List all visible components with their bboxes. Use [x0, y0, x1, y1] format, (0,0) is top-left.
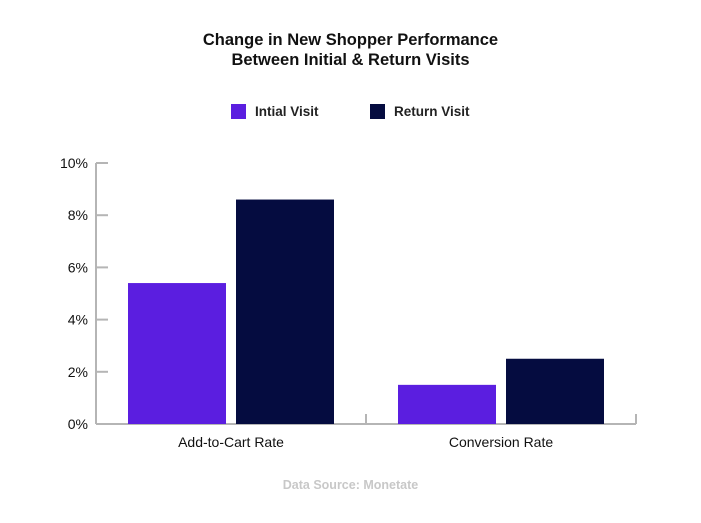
legend-label-initial-visit: Intial Visit [255, 104, 319, 119]
legend-swatch-initial-visit [231, 104, 246, 119]
legend-item-initial-visit: Intial Visit [231, 104, 319, 119]
legend-label-return-visit: Return Visit [394, 104, 470, 119]
bar [236, 199, 334, 424]
y-tick-label: 8% [68, 207, 88, 223]
bar [398, 384, 496, 424]
y-tick-label: 0% [68, 416, 88, 432]
data-source-note: Data Source: Monetate [282, 478, 419, 492]
bar [128, 283, 226, 424]
chart-title-line-2: Between Initial & Return Visits [231, 51, 470, 69]
bar [506, 358, 604, 424]
y-tick-label: 10% [60, 155, 88, 171]
chart-title: Change in New Shopper Performance Betwee… [0, 30, 701, 70]
chart-title-line-1: Change in New Shopper Performance [202, 31, 499, 49]
x-tick-label: Add-to-Cart Rate [178, 434, 284, 450]
y-tick-label: 6% [68, 259, 88, 275]
y-tick-label: 2% [68, 364, 88, 380]
chart-legend: Intial Visit Return Visit [0, 104, 701, 124]
legend-swatch-return-visit [370, 104, 385, 119]
x-tick-label: Conversion Rate [449, 434, 553, 450]
legend-item-return-visit: Return Visit [370, 104, 470, 119]
y-tick-label: 4% [68, 312, 88, 328]
